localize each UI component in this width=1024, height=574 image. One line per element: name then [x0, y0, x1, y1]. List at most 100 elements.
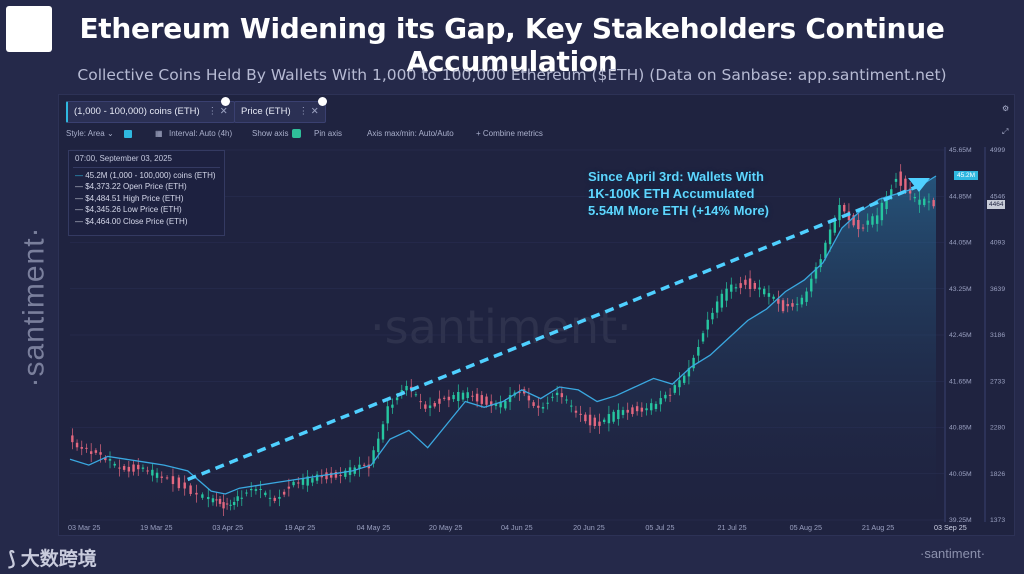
candle [626, 409, 629, 413]
tab-price[interactable]: Price (ETH) ⋮ ✕ [234, 101, 326, 123]
qr-code [6, 6, 52, 52]
pin-axis-toggle[interactable]: Pin axis [314, 129, 343, 138]
x-tick: 03 Sep 25 [934, 523, 967, 532]
cn-logo-text: 大数跨境 [20, 549, 97, 570]
candle [438, 398, 441, 404]
candle [659, 398, 662, 405]
interval-select[interactable]: Interval: Auto (4h) [169, 129, 233, 138]
candle [155, 472, 159, 478]
candle [913, 197, 917, 199]
candle [857, 220, 860, 230]
candle [692, 357, 695, 369]
tab-holdings[interactable]: (1,000 - 100,000) coins (ETH) ⋮ ✕ [66, 101, 235, 123]
y-tick-price: 4093 [990, 240, 1005, 247]
candle [151, 469, 154, 476]
candle [814, 267, 818, 279]
chevron-down-icon[interactable]: ⌄ [107, 129, 114, 138]
candle [635, 406, 639, 412]
candle [414, 394, 418, 396]
candle [932, 200, 935, 207]
candle [424, 404, 427, 409]
expand-icon[interactable]: ⤢ [1002, 127, 1009, 136]
candle [480, 395, 484, 404]
candle [297, 482, 300, 484]
candle [229, 504, 232, 506]
candle [245, 492, 248, 494]
candle [292, 481, 295, 486]
y-tick-holdings: 40.05M [949, 471, 972, 478]
show-axis-checkbox[interactable] [292, 129, 301, 138]
candle [362, 464, 366, 466]
color-swatch[interactable] [124, 130, 132, 138]
candle [890, 189, 893, 196]
candle [344, 470, 347, 477]
candle [391, 404, 394, 408]
legend-label: Low Price (ETH) [123, 205, 182, 214]
x-tick: 03 Apr 25 [212, 523, 243, 532]
brand-bottom: ·santiment· [920, 546, 986, 561]
candle [146, 470, 149, 472]
candle [195, 492, 198, 495]
candle [777, 298, 780, 304]
candle [527, 395, 531, 401]
candle [758, 287, 761, 290]
candle [75, 442, 79, 448]
candle [871, 216, 874, 225]
candle [518, 392, 521, 394]
y-tick-holdings: 43.25M [949, 286, 972, 293]
candle [278, 496, 281, 499]
candle [508, 395, 512, 402]
logo-icon: ⟆ [8, 549, 16, 570]
candle [565, 399, 568, 401]
candle [602, 419, 606, 423]
combine-metrics-button[interactable]: + Combine metrics [476, 129, 543, 138]
settings-icon[interactable]: ⚙ [1002, 104, 1010, 113]
x-tick: 04 Jun 25 [501, 523, 533, 532]
candle [127, 466, 131, 472]
candle [315, 474, 319, 481]
candle [80, 447, 83, 449]
add-icon[interactable] [318, 97, 327, 106]
candle [828, 229, 832, 245]
candle [664, 394, 667, 399]
annotation-line: Since April 3rd: Wallets With [588, 169, 764, 184]
legend-row: — $4,484.51 High Price (ETH) [69, 193, 224, 205]
candle [687, 368, 691, 377]
candle [177, 477, 181, 489]
price-last-badge: 4464 [987, 200, 1006, 209]
close-icon[interactable]: ⋮ ✕ [298, 106, 319, 117]
y-tick-price: 1826 [990, 471, 1005, 478]
candle [631, 407, 634, 415]
candle-icon: ▦ [155, 129, 163, 138]
candle [386, 406, 389, 424]
legend-label: Close Price (ETH) [123, 216, 188, 226]
candle [598, 421, 601, 426]
candle [555, 392, 559, 396]
holdings-line [69, 175, 937, 495]
brand-watermark: ·santiment· [370, 300, 632, 354]
y-tick-price: 3186 [990, 332, 1005, 339]
legend-divider [73, 166, 220, 170]
candle [532, 402, 535, 406]
candle [781, 300, 785, 312]
candle [875, 215, 879, 224]
candle [560, 393, 564, 398]
candle [838, 204, 841, 221]
candle [108, 459, 112, 461]
legend-label: Open Price (ETH) [123, 182, 187, 191]
arrow-marker [908, 178, 930, 192]
x-tick: 19 Apr 25 [285, 523, 316, 532]
candle [861, 227, 865, 229]
x-tick: 19 Mar 25 [140, 523, 172, 532]
add-icon[interactable] [221, 97, 230, 106]
annotation-line: 5.54M More ETH (+14% More) [588, 203, 769, 218]
candle [541, 407, 545, 409]
candle [287, 486, 291, 489]
candle [494, 404, 498, 406]
axis-max-min-select[interactable]: Axis max/min: Auto/Auto [367, 129, 454, 138]
close-icon[interactable]: ⋮ ✕ [207, 106, 228, 117]
candle [165, 477, 169, 479]
style-select[interactable]: Style: Area [66, 129, 105, 138]
candle [236, 496, 239, 501]
y-tick-price: 2733 [990, 378, 1005, 385]
